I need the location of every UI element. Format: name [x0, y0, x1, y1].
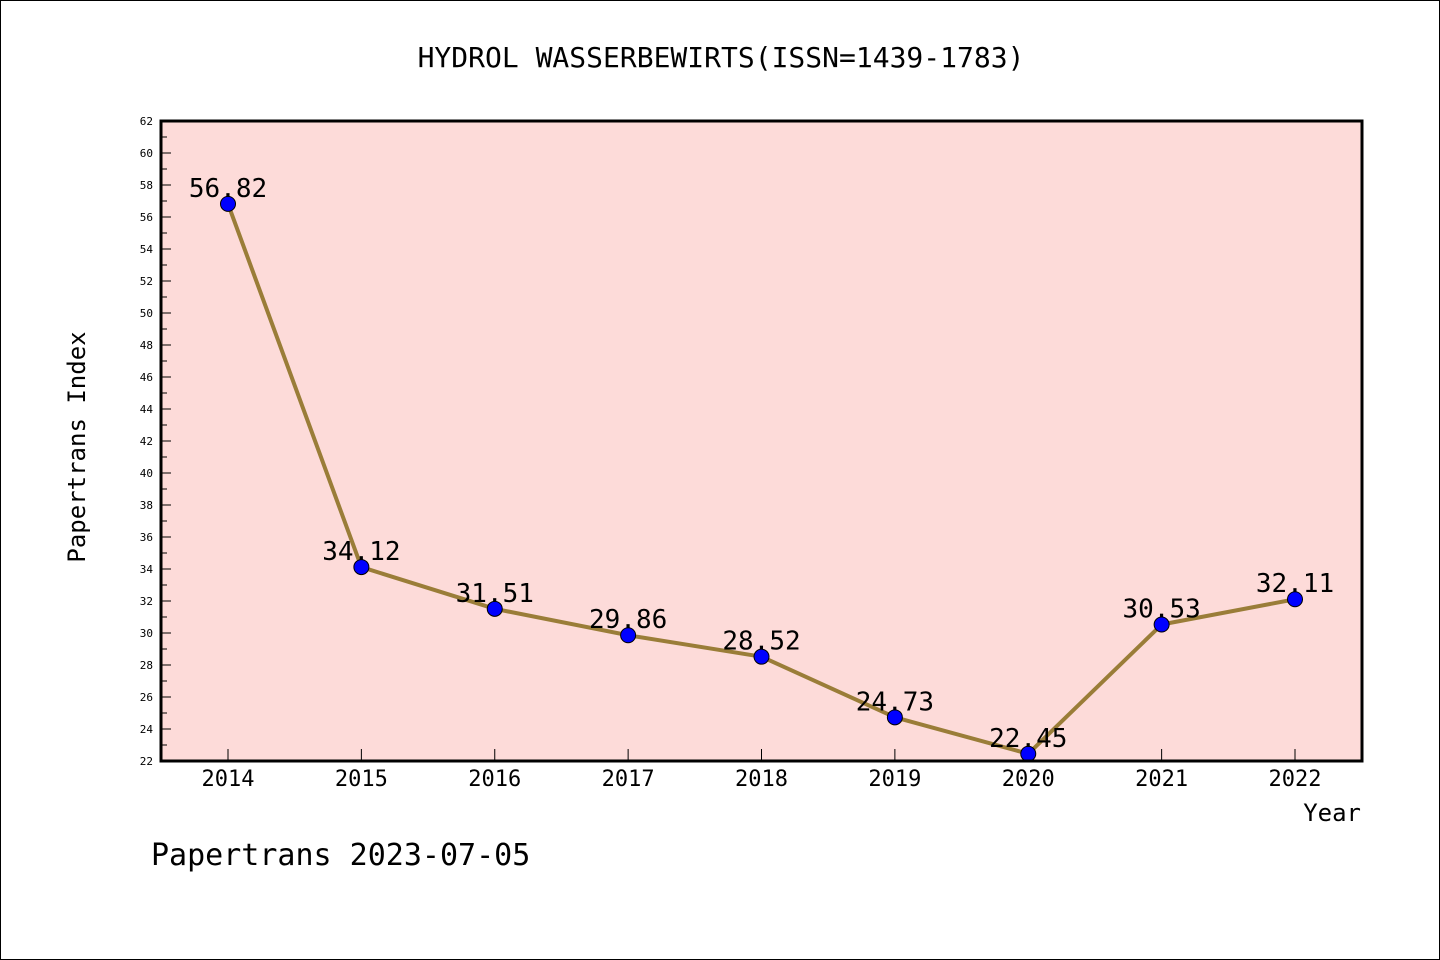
data-label: 28.52	[722, 627, 800, 657]
data-label: 56.82	[189, 174, 267, 204]
y-tick-label: 60	[140, 147, 153, 160]
y-tick-label: 40	[140, 467, 153, 480]
x-tick-label: 2019	[868, 767, 921, 792]
data-point	[620, 627, 637, 644]
data-point	[1153, 616, 1170, 633]
y-tick-label: 58	[140, 179, 153, 192]
y-tick-label: 50	[140, 307, 153, 320]
y-tick-label: 44	[140, 403, 154, 416]
y-tick-label: 28	[140, 659, 153, 672]
y-tick-label: 54	[140, 243, 154, 256]
footer-credit: Papertrans 2023-07-05	[151, 838, 530, 873]
data-point	[220, 195, 236, 212]
y-tick-label: 52	[140, 275, 153, 288]
y-tick-label: 48	[140, 339, 153, 352]
y-tick-label: 42	[140, 435, 153, 448]
x-tick-label: 2018	[735, 767, 788, 792]
y-tick-label: 62	[140, 115, 153, 128]
y-tick-label: 22	[140, 755, 153, 768]
y-tick-label: 26	[140, 691, 153, 704]
chart-title: HYDROL WASSERBEWIRTS(ISSN=1439-1783)	[418, 41, 1025, 74]
data-label: 29.86	[589, 605, 667, 635]
data-label: 30.53	[1122, 595, 1200, 625]
x-axis-label: Year	[1303, 799, 1361, 827]
y-tick-label: 32	[140, 595, 153, 608]
y-axis: 22 24 26 28 30 32 34 36 38 40 42 44 46 48 50 52 54 56 58 60…	[140, 115, 171, 768]
series-line-layer: 56.82 34.12 31.51 29.86 28.52 24.73 22.45 30.53…	[189, 174, 1334, 762]
data-label: 31.51	[456, 579, 534, 609]
y-tick-label: 36	[140, 531, 153, 544]
data-label: 24.73	[856, 687, 934, 717]
x-axis: 2014 2015 2016 2017 2018 2019 2020 2021 2022	[202, 749, 1322, 792]
x-tick-label: 2016	[468, 767, 521, 792]
y-tick-label: 56	[140, 211, 153, 224]
plot-area	[161, 121, 1362, 761]
data-label: 22.45	[989, 724, 1067, 754]
data-point	[353, 559, 370, 576]
y-tick-label: 34	[140, 563, 154, 576]
y-tick-label: 38	[140, 499, 153, 512]
x-tick-label: 2020	[1002, 767, 1055, 792]
x-tick-label: 2017	[602, 767, 655, 792]
data-point	[753, 648, 770, 665]
y-tick-label: 24	[140, 723, 154, 736]
data-point	[1287, 591, 1303, 608]
x-tick-label: 2022	[1269, 767, 1322, 792]
data-label: 32.11	[1256, 569, 1334, 599]
x-tick-label: 2021	[1135, 767, 1188, 792]
x-tick-label: 2014	[202, 767, 255, 792]
y-tick-label: 46	[140, 371, 153, 384]
y-tick-label: 30	[140, 627, 153, 640]
data-point	[886, 709, 903, 726]
y-axis-label: Papertrans Index	[63, 331, 91, 562]
plot-frame	[159, 119, 1364, 763]
data-point	[486, 600, 503, 617]
x-tick-label: 2015	[335, 767, 388, 792]
data-label: 34.12	[322, 537, 400, 567]
